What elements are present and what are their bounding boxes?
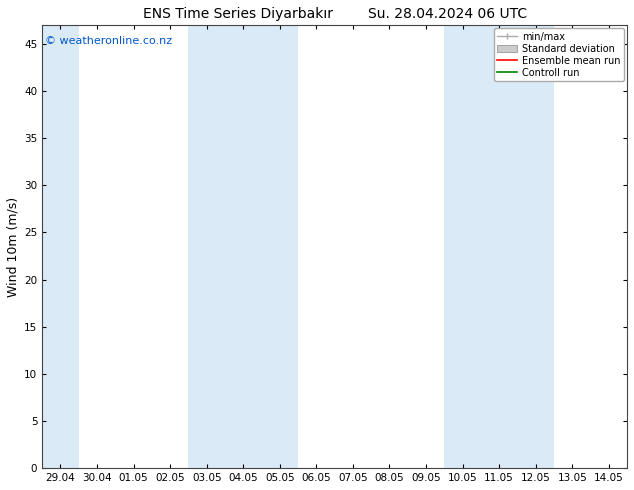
Bar	[444, 25, 554, 468]
Title: ENS Time Series Diyarbakır        Su. 28.04.2024 06 UTC: ENS Time Series Diyarbakır Su. 28.04.202…	[143, 7, 527, 21]
Bar	[188, 25, 298, 468]
Text: © weatheronline.co.nz: © weatheronline.co.nz	[45, 36, 172, 46]
Bar	[42, 25, 79, 468]
Legend: min/max, Standard deviation, Ensemble mean run, Controll run: min/max, Standard deviation, Ensemble me…	[493, 28, 624, 81]
Y-axis label: Wind 10m (m/s): Wind 10m (m/s)	[7, 196, 20, 296]
